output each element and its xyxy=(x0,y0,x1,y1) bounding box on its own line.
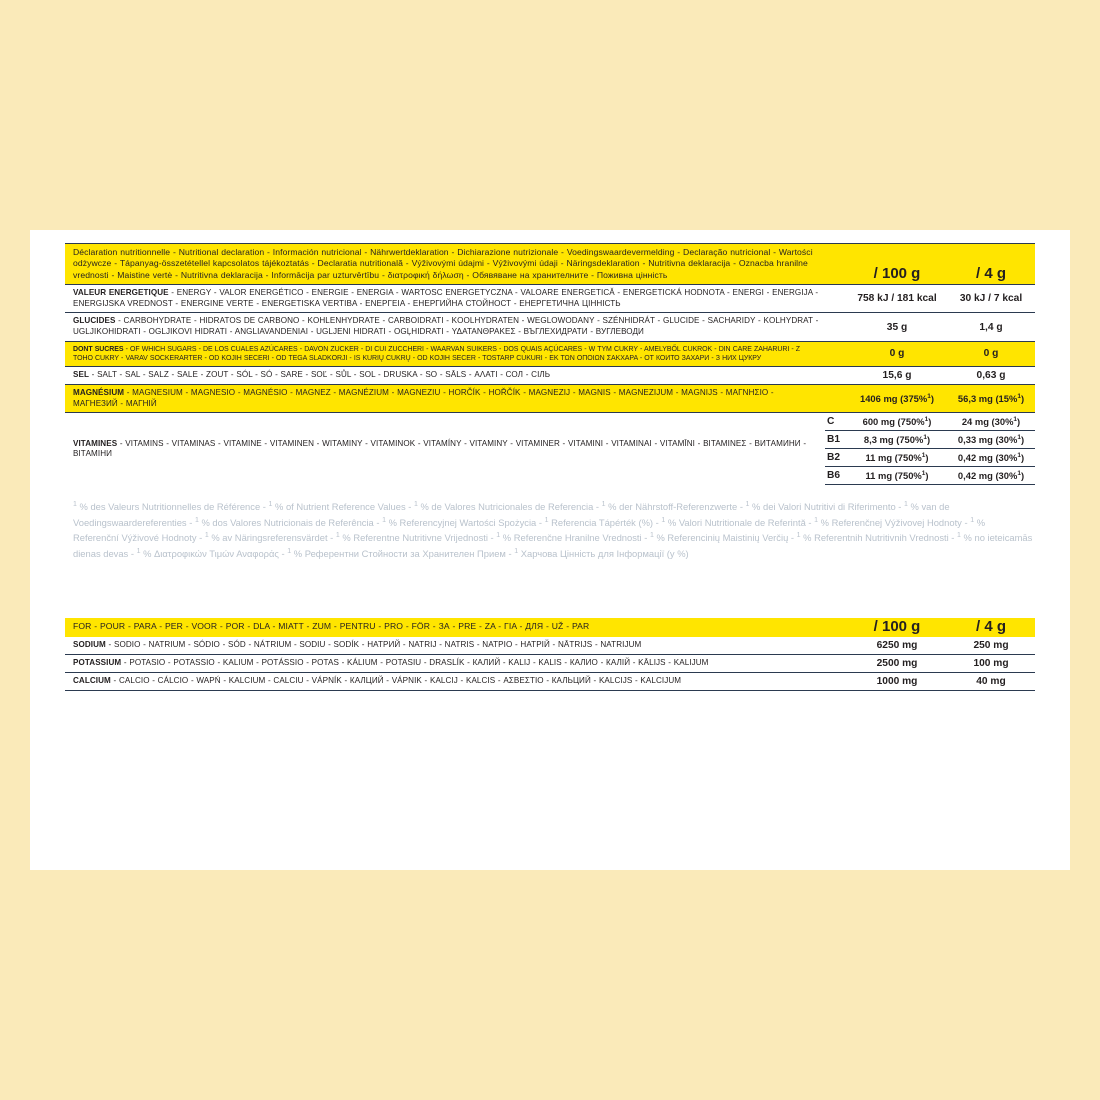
row-languages-calcium: CALCIUM - CALCIO - CÁLCIO - WAPŃ - KALCI… xyxy=(65,672,825,691)
table-row-magnesium: MAGNÉSIUM - MAGNESIUM - MAGNESIO - MAGNÉ… xyxy=(65,384,1035,414)
row-value-4g-salt: 0,63 g xyxy=(947,366,1035,385)
spacer-before-minerals-table xyxy=(65,562,1035,618)
row-languages-energy: VALEUR ENERGETIQUE - ENERGY - VALOR ENER… xyxy=(65,284,825,314)
vitamin-value-4g-b1: 0,33 mg (30%1) xyxy=(947,430,1035,450)
vitamin-code-b2: B2 xyxy=(825,448,847,468)
vitamin-value-4g-c: 24 mg (30%1) xyxy=(947,413,1035,432)
table-row-potassium: POTASSIUM - POTASIO - POTASSIO - KALIUM … xyxy=(65,654,1035,673)
row-value-100g-of-which-sugars: 0 g xyxy=(847,341,947,368)
header-languages: Déclaration nutritionnelle - Nutritional… xyxy=(65,242,825,286)
header-col-100g: / 100 g xyxy=(847,242,947,286)
row-spacer-energy xyxy=(825,284,847,314)
minerals-header-col-100g: / 100 g xyxy=(847,617,947,637)
vitamins-subtable: C 600 mg (750%1) 24 mg (30%1) B1 8,3 mg … xyxy=(825,413,1035,486)
row-spacer-of-which-sugars xyxy=(825,341,847,368)
vitamin-value-100g-c: 600 mg (750%1) xyxy=(847,413,947,432)
row-spacer-sodium xyxy=(825,636,847,655)
row-languages-sodium: SODIUM - SODIO - NATRIUM - SÓDIO - SÓD -… xyxy=(65,636,825,655)
row-value-4g-sodium: 250 mg xyxy=(947,636,1035,655)
vitamin-code-b1: B1 xyxy=(825,430,847,450)
vitamin-value-100g-b2: 11 mg (750%1) xyxy=(847,448,947,468)
row-value-100g-magnesium: 1406 mg (375%1) xyxy=(847,384,947,414)
row-value-100g-potassium: 2500 mg xyxy=(847,654,947,673)
vitamin-row-c: C 600 mg (750%1) 24 mg (30%1) xyxy=(825,413,1035,432)
header-spacer xyxy=(825,242,847,286)
row-value-100g-energy: 758 kJ / 181 kcal xyxy=(847,284,947,314)
table-header-row: Déclaration nutritionnelle - Nutritional… xyxy=(65,242,1035,286)
row-value-4g-calcium: 40 mg xyxy=(947,672,1035,691)
header-col-4g: / 4 g xyxy=(947,242,1035,286)
row-languages-potassium: POTASSIUM - POTASIO - POTASSIO - KALIUM … xyxy=(65,654,825,673)
vitamin-row-b6: B6 11 mg (750%1) 0,42 mg (30%1) xyxy=(825,466,1035,486)
vitamin-value-100g-b1: 8,3 mg (750%1) xyxy=(847,430,947,450)
row-value-4g-of-which-sugars: 0 g xyxy=(947,341,1035,368)
vitamin-value-4g-b6: 0,42 mg (30%1) xyxy=(947,466,1035,486)
nutrition-table-minerals: FOR - POUR - PARA - PER - VOOR - POR - D… xyxy=(65,617,1035,691)
table-row-salt: SEL - SALT - SAL - SALZ - SALE - ZOUT - … xyxy=(65,366,1035,385)
table-row-of-which-sugars: DONT SUCRES - OF WHICH SUGARS - DE LOS C… xyxy=(65,341,1035,368)
row-value-100g-salt: 15,6 g xyxy=(847,366,947,385)
minerals-header-spacer xyxy=(825,617,847,637)
row-spacer-calcium xyxy=(825,672,847,691)
nutrition-table-main: Déclaration nutritionnelle - Nutritional… xyxy=(65,242,1035,486)
label-content: Déclaration nutritionnelle - Nutritional… xyxy=(65,242,1035,691)
vitamin-row-b1: B1 8,3 mg (750%1) 0,33 mg (30%1) xyxy=(825,430,1035,450)
row-spacer-potassium xyxy=(825,654,847,673)
row-value-100g-calcium: 1000 mg xyxy=(847,672,947,691)
table-row-sodium: SODIUM - SODIO - NATRIUM - SÓDIO - SÓD -… xyxy=(65,636,1035,655)
row-languages-salt: SEL - SALT - SAL - SALZ - SALE - ZOUT - … xyxy=(65,366,825,385)
row-value-100g-carbohydrate: 35 g xyxy=(847,312,947,342)
minerals-header-languages: FOR - POUR - PARA - PER - VOOR - POR - D… xyxy=(65,617,825,637)
vitamin-value-100g-b6: 11 mg (750%1) xyxy=(847,466,947,486)
row-value-4g-potassium: 100 mg xyxy=(947,654,1035,673)
row-value-100g-sodium: 6250 mg xyxy=(847,636,947,655)
table-row-vitamins: VITAMINES - VITAMINS - VITAMINAS - VITAM… xyxy=(65,413,1035,486)
row-languages-of-which-sugars: DONT SUCRES - OF WHICH SUGARS - DE LOS C… xyxy=(65,341,825,368)
row-languages-vitamins: VITAMINES - VITAMINS - VITAMINAS - VITAM… xyxy=(73,438,807,459)
table-row-carbohydrate: GLUCIDES - CARBOHYDRATE - HIDRATOS DE CA… xyxy=(65,312,1035,342)
row-spacer-carbohydrate xyxy=(825,312,847,342)
reference-values-footnote: 1 % des Valeurs Nutritionnelles de Référ… xyxy=(73,501,1033,559)
row-languages-magnesium: MAGNÉSIUM - MAGNESIUM - MAGNESIO - MAGNÉ… xyxy=(65,384,825,414)
vitamins-subtable-cell: C 600 mg (750%1) 24 mg (30%1) B1 8,3 mg … xyxy=(825,413,1035,486)
row-spacer-salt xyxy=(825,366,847,385)
vitamin-row-b2: B2 11 mg (750%1) 0,42 mg (30%1) xyxy=(825,448,1035,468)
row-value-4g-energy: 30 kJ / 7 kcal xyxy=(947,284,1035,314)
row-spacer-magnesium xyxy=(825,384,847,414)
vitamin-code-c: C xyxy=(825,413,847,432)
vitamin-value-4g-b2: 0,42 mg (30%1) xyxy=(947,448,1035,468)
minerals-header-col-4g: / 4 g xyxy=(947,617,1035,637)
vitamin-code-b6: B6 xyxy=(825,466,847,486)
row-value-4g-magnesium: 56,3 mg (15%1) xyxy=(947,384,1035,414)
label-card: Déclaration nutritionnelle - Nutritional… xyxy=(30,230,1070,870)
spacer-after-main-table xyxy=(65,485,1035,499)
minerals-header-row: FOR - POUR - PARA - PER - VOOR - POR - D… xyxy=(65,617,1035,637)
row-value-4g-carbohydrate: 1,4 g xyxy=(947,312,1035,342)
table-row-calcium: CALCIUM - CALCIO - CÁLCIO - WAPŃ - KALCI… xyxy=(65,672,1035,691)
table-row-energy: VALEUR ENERGETIQUE - ENERGY - VALOR ENER… xyxy=(65,284,1035,314)
row-languages-carbohydrate: GLUCIDES - CARBOHYDRATE - HIDRATOS DE CA… xyxy=(65,312,825,342)
